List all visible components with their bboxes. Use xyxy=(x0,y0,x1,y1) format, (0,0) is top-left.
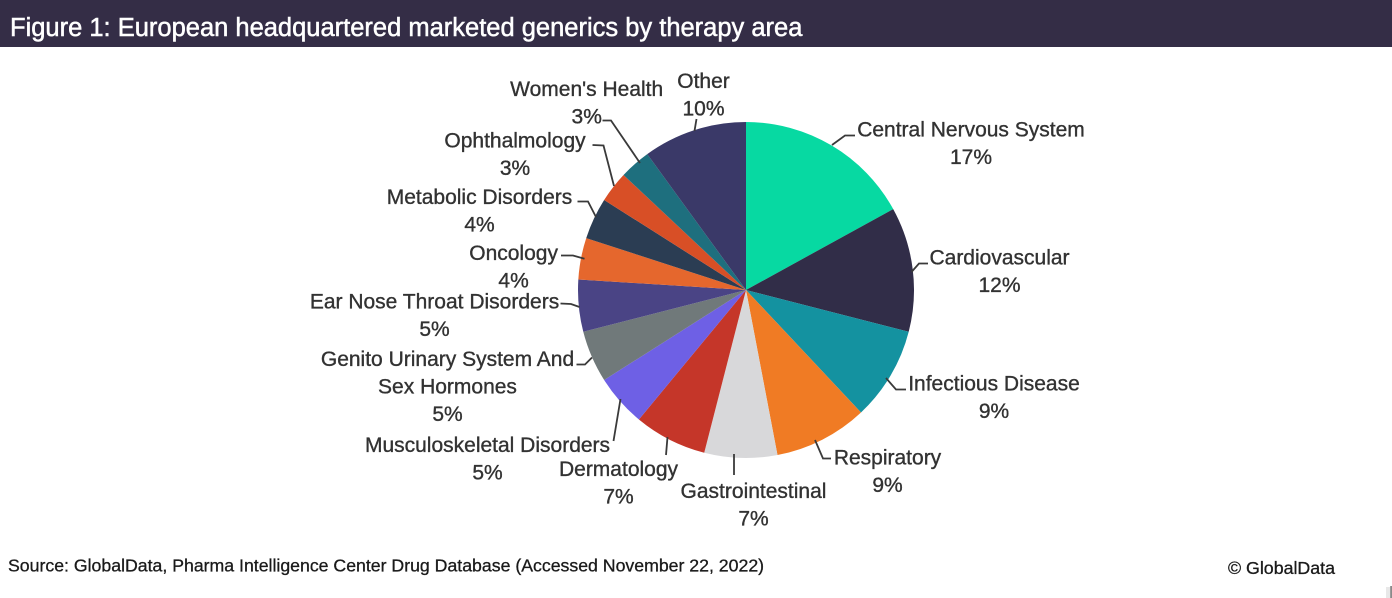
svg-text:Gastrointestinal: Gastrointestinal xyxy=(681,480,827,503)
svg-text:Women's Health: Women's Health xyxy=(510,78,663,101)
svg-text:10%: 10% xyxy=(682,98,724,121)
svg-text:4%: 4% xyxy=(464,213,494,236)
svg-text:Oncology: Oncology xyxy=(469,242,558,265)
svg-text:3%: 3% xyxy=(500,157,530,180)
svg-text:Musculoskeletal Disorders: Musculoskeletal Disorders xyxy=(365,434,610,457)
svg-text:© GlobalData: © GlobalData xyxy=(1228,558,1335,578)
svg-text:7%: 7% xyxy=(603,486,633,509)
svg-text:Genito Urinary System And: Genito Urinary System And xyxy=(321,348,574,371)
svg-text:Respiratory: Respiratory xyxy=(834,447,942,470)
svg-text:5%: 5% xyxy=(472,462,502,485)
svg-text:9%: 9% xyxy=(872,474,902,497)
svg-text:17%: 17% xyxy=(950,146,992,169)
svg-text:5%: 5% xyxy=(419,318,449,341)
svg-text:9%: 9% xyxy=(979,400,1009,423)
svg-text:4%: 4% xyxy=(498,269,528,292)
svg-text:3%: 3% xyxy=(572,106,602,129)
svg-text:Sex Hormones: Sex Hormones xyxy=(378,376,517,399)
svg-text:Cardiovascular: Cardiovascular xyxy=(929,247,1069,270)
svg-text:Ear Nose Throat Disorders: Ear Nose Throat Disorders xyxy=(310,291,559,314)
svg-text:Ophthalmology: Ophthalmology xyxy=(444,129,586,152)
svg-text:Other: Other xyxy=(677,70,730,93)
svg-text:Dermatology: Dermatology xyxy=(559,458,679,481)
svg-text:12%: 12% xyxy=(978,274,1020,297)
svg-text:5%: 5% xyxy=(432,403,462,426)
svg-text:7%: 7% xyxy=(738,507,768,530)
svg-text:Source: GlobalData, Pharma Int: Source: GlobalData, Pharma Intelligence … xyxy=(8,556,764,576)
svg-text:Figure 1: European headquarter: Figure 1: European headquartered markete… xyxy=(10,14,803,42)
svg-text:Central Nervous System: Central Nervous System xyxy=(857,119,1085,142)
svg-text:Infectious Disease: Infectious Disease xyxy=(908,373,1080,396)
svg-text:Metabolic Disorders: Metabolic Disorders xyxy=(387,186,573,209)
